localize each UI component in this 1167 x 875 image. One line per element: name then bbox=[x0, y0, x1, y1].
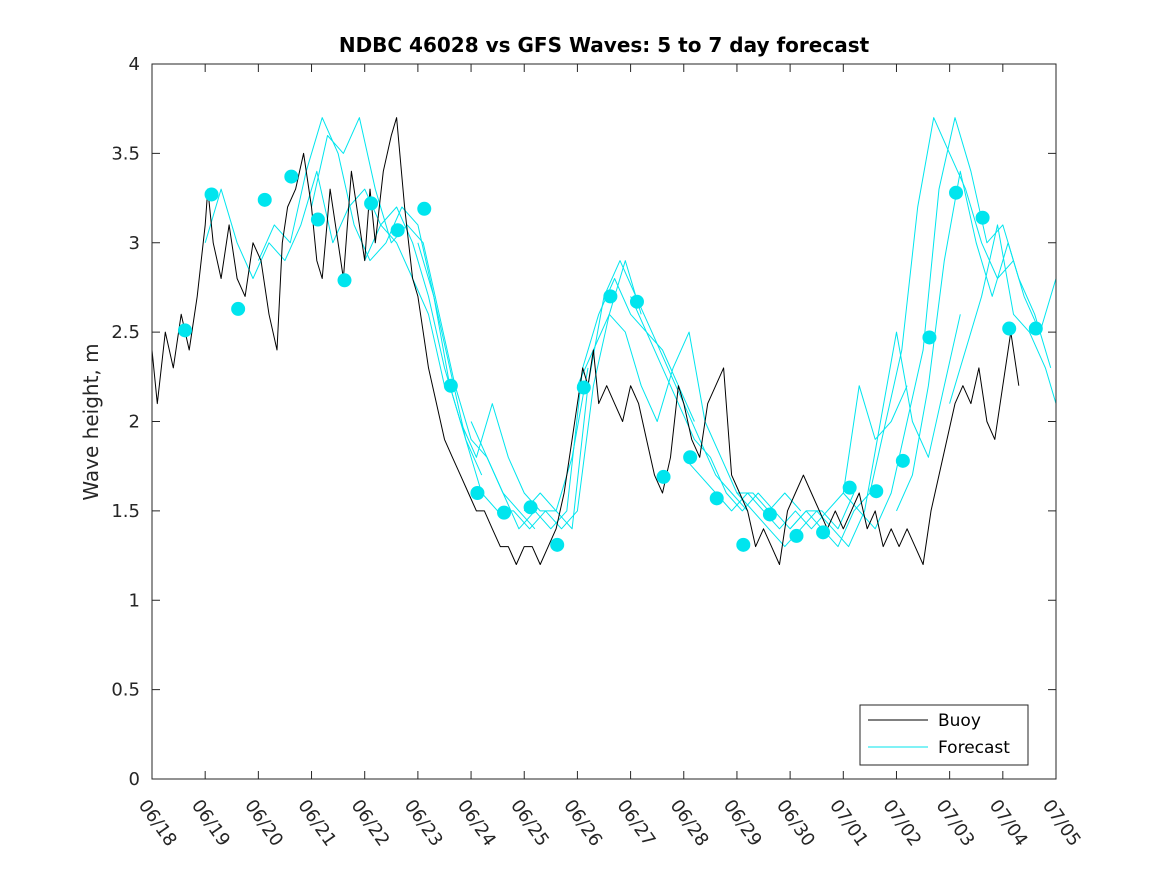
y-tick-label: 1 bbox=[129, 590, 140, 611]
y-tick-label: 1.5 bbox=[111, 501, 140, 522]
y-tick-label: 3.5 bbox=[111, 143, 140, 164]
forecast-marker-point bbox=[1028, 321, 1043, 336]
forecast-marker-point bbox=[1002, 321, 1017, 336]
forecast-marker-point bbox=[310, 212, 325, 227]
forecast-marker-point bbox=[762, 507, 777, 522]
forecast-marker-point bbox=[576, 380, 591, 395]
forecast-marker-point bbox=[204, 187, 219, 202]
forecast-series-line-1 bbox=[204, 170, 445, 386]
y-tick-label: 2.5 bbox=[111, 322, 140, 343]
legend-box bbox=[859, 704, 1029, 766]
y-tick-label: 0 bbox=[129, 769, 140, 790]
forecast-marker-point bbox=[656, 469, 671, 484]
y-axis-label: Wave height, m bbox=[79, 343, 103, 500]
forecast-marker-point bbox=[550, 537, 565, 552]
forecast-series-line-8 bbox=[576, 313, 802, 512]
forecast-marker-point bbox=[816, 525, 831, 540]
chart-title: NDBC 46028 vs GFS Waves: 5 to 7 day fore… bbox=[339, 33, 870, 57]
forecast-series-line-11 bbox=[736, 314, 961, 548]
forecast-marker-point bbox=[257, 192, 272, 207]
forecast-marker-point bbox=[789, 528, 804, 543]
forecast-marker-point bbox=[470, 486, 485, 500]
forecast-series-line-2 bbox=[257, 117, 483, 476]
forecast-marker-point bbox=[417, 201, 432, 216]
forecast-marker-point bbox=[523, 500, 538, 515]
forecast-marker-point bbox=[337, 273, 352, 288]
legend-buoy-label: Buoy bbox=[938, 711, 981, 731]
forecast-marker-point bbox=[922, 330, 937, 345]
forecast-marker-point bbox=[390, 223, 405, 238]
forecast-marker-point bbox=[497, 505, 512, 520]
y-tick-label: 2 bbox=[129, 412, 140, 433]
forecast-marker-point bbox=[629, 294, 644, 309]
forecast-marker-point bbox=[975, 210, 990, 225]
forecast-marker-point bbox=[284, 169, 299, 184]
forecast-markers bbox=[177, 169, 1043, 552]
legend-forecast-label: Forecast bbox=[938, 738, 1010, 758]
legend: Buoy Forecast bbox=[859, 704, 1029, 766]
forecast-series-line-5 bbox=[417, 242, 642, 530]
forecast-marker-point bbox=[231, 301, 246, 316]
y-tick-label: 0.5 bbox=[111, 680, 140, 701]
forecast-series-line-14 bbox=[896, 170, 1057, 512]
forecast-marker-point bbox=[949, 185, 964, 200]
forecast-marker-point bbox=[683, 450, 698, 465]
y-tick-label: 3 bbox=[129, 233, 140, 254]
y-ticks: 0 0.5 1 1.5 2 2.5 3 3.5 4 bbox=[111, 54, 1056, 790]
y-tick-label: 4 bbox=[129, 54, 140, 75]
forecast-marker-point bbox=[709, 491, 724, 506]
buoy-line bbox=[151, 117, 1020, 565]
buoy-series-line bbox=[151, 117, 1020, 565]
forecast-marker-point bbox=[443, 378, 458, 393]
forecast-marker-point bbox=[895, 453, 910, 468]
forecast-marker-point bbox=[736, 537, 751, 552]
forecast-marker-point bbox=[842, 480, 857, 495]
forecast-series-line-4 bbox=[364, 206, 589, 512]
forecast-marker-point bbox=[603, 289, 618, 304]
forecast-series-line-15 bbox=[949, 224, 1057, 404]
forecast-marker-point bbox=[177, 323, 192, 338]
forecast-marker-point bbox=[869, 484, 884, 499]
axes-background bbox=[152, 64, 1056, 779]
forecast-marker-point bbox=[364, 196, 379, 211]
